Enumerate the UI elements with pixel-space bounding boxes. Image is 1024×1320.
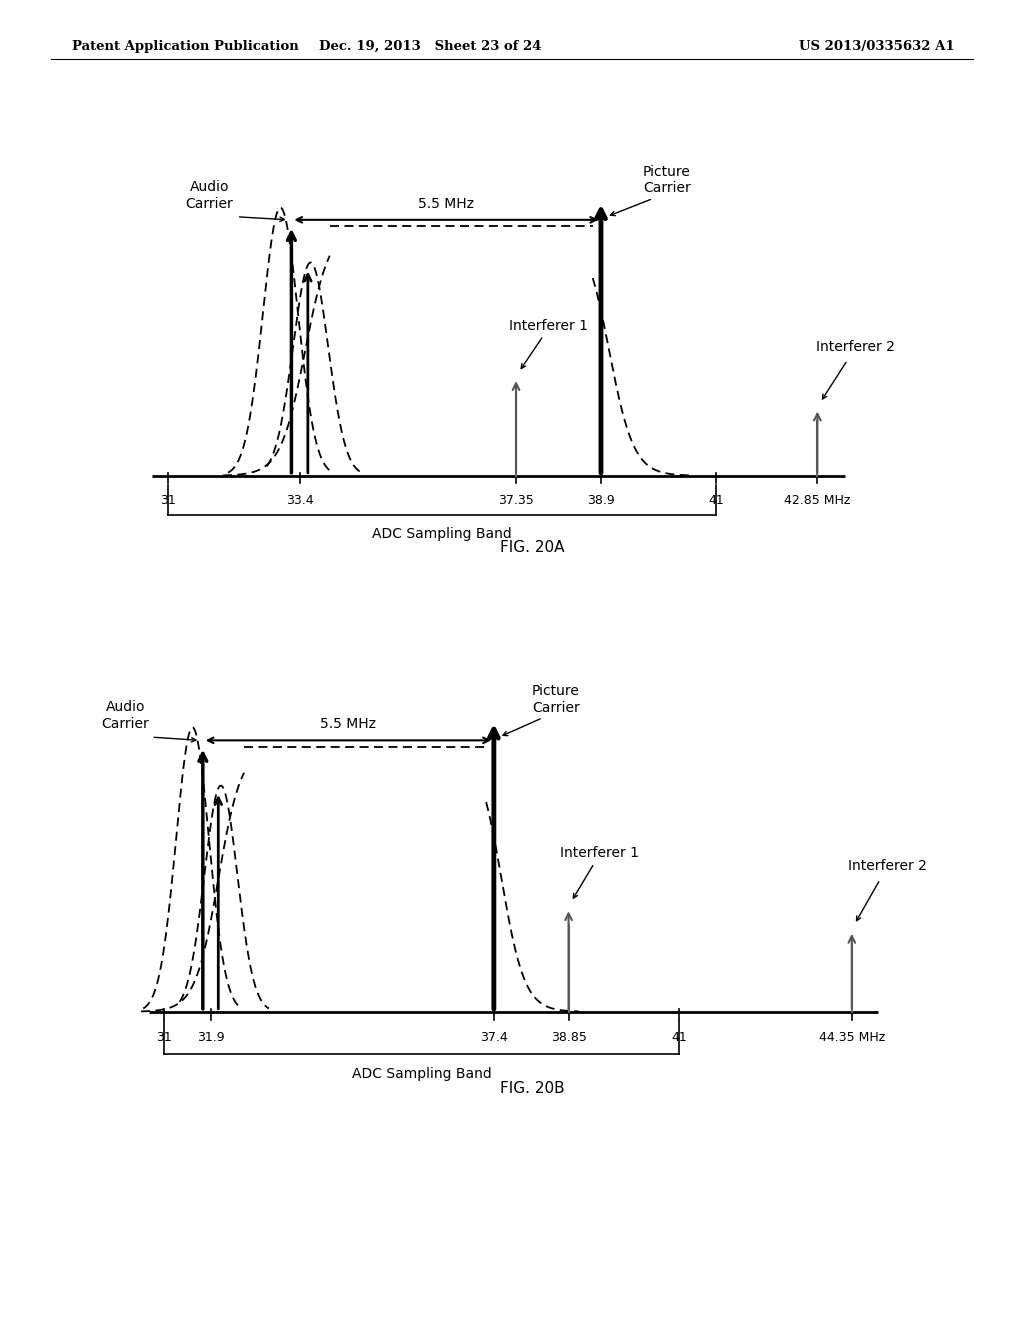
Text: Interferer 1: Interferer 1 bbox=[509, 318, 589, 333]
Text: 38.9: 38.9 bbox=[587, 494, 614, 507]
Text: ADC Sampling Band: ADC Sampling Band bbox=[372, 528, 512, 541]
Text: Interferer 1: Interferer 1 bbox=[560, 846, 639, 859]
Text: FIG. 20A: FIG. 20A bbox=[501, 540, 564, 554]
Text: US 2013/0335632 A1: US 2013/0335632 A1 bbox=[799, 40, 954, 53]
Text: Picture
Carrier: Picture Carrier bbox=[643, 165, 690, 195]
Text: 44.35 MHz: 44.35 MHz bbox=[819, 1031, 885, 1044]
Text: Patent Application Publication: Patent Application Publication bbox=[72, 40, 298, 53]
Text: Audio
Carrier: Audio Carrier bbox=[101, 701, 150, 731]
Text: FIG. 20B: FIG. 20B bbox=[500, 1081, 565, 1096]
Text: Audio
Carrier: Audio Carrier bbox=[185, 181, 233, 211]
Text: 5.5 MHz: 5.5 MHz bbox=[418, 197, 474, 211]
Text: 37.35: 37.35 bbox=[498, 494, 534, 507]
Text: ADC Sampling Band: ADC Sampling Band bbox=[352, 1067, 492, 1081]
Text: 41: 41 bbox=[709, 494, 724, 507]
Text: 41: 41 bbox=[672, 1031, 687, 1044]
Text: Interferer 2: Interferer 2 bbox=[816, 339, 895, 354]
Text: 42.85 MHz: 42.85 MHz bbox=[784, 494, 851, 507]
Text: 31: 31 bbox=[161, 494, 176, 507]
Text: 31.9: 31.9 bbox=[197, 1031, 224, 1044]
Text: 37.4: 37.4 bbox=[480, 1031, 508, 1044]
Text: Dec. 19, 2013   Sheet 23 of 24: Dec. 19, 2013 Sheet 23 of 24 bbox=[318, 40, 542, 53]
Text: Picture
Carrier: Picture Carrier bbox=[531, 684, 580, 714]
Text: Interferer 2: Interferer 2 bbox=[849, 859, 928, 873]
Text: 38.85: 38.85 bbox=[551, 1031, 587, 1044]
Text: 5.5 MHz: 5.5 MHz bbox=[321, 717, 377, 731]
Text: 31: 31 bbox=[157, 1031, 172, 1044]
Text: 33.4: 33.4 bbox=[286, 494, 313, 507]
